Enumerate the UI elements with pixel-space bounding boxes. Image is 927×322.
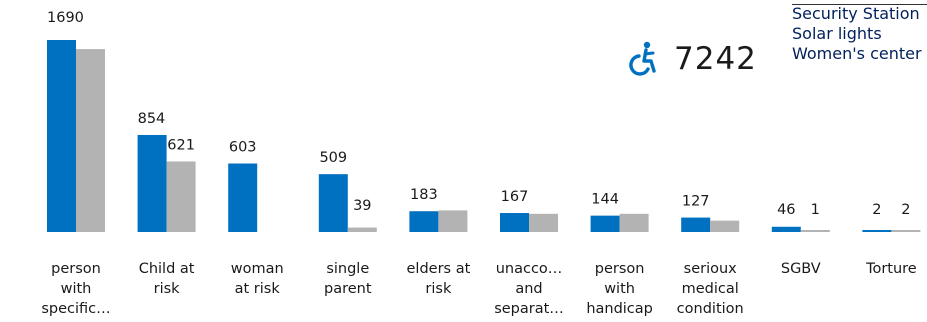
data-label-series-2-8: 1	[811, 202, 820, 218]
category-label-9-0: Torture	[865, 261, 917, 277]
data-label-series-1-8: 46	[777, 202, 795, 218]
category-label-2-1: at risk	[235, 281, 281, 297]
bar-series-1-2	[228, 163, 258, 232]
data-label-series-1-0: 1690	[47, 10, 84, 26]
legend-rule	[792, 4, 927, 5]
data-label-series-2-1: 621	[167, 137, 195, 153]
bar-series-2-3	[347, 227, 377, 232]
category-label-0-2: specific…	[41, 301, 110, 317]
category-label-4-1: risk	[425, 281, 452, 297]
bar-series-1-8	[771, 226, 801, 232]
bar-series-2-9	[891, 230, 921, 232]
category-label-2-0: woman	[231, 261, 284, 277]
bar-series-2-4	[438, 210, 468, 232]
category-label-6-0: person	[595, 261, 645, 277]
category-label-6-1: with	[604, 281, 635, 297]
data-label-series-1-4: 183	[410, 187, 438, 203]
category-label-5-2: separat…	[494, 301, 564, 317]
legend-list: Security Station Solar lights Women's ce…	[792, 4, 927, 64]
bar-series-1-7	[681, 217, 711, 232]
category-label-1-0: Child at	[139, 261, 195, 277]
category-label-5-0: unacco…	[496, 261, 563, 277]
category-label-3-1: parent	[324, 281, 372, 297]
data-label-series-1-5: 167	[501, 189, 529, 205]
category-label-8-0: SGBV	[781, 261, 821, 277]
bar-series-2-0	[76, 49, 105, 232]
data-label-series-1-1: 854	[138, 111, 166, 127]
category-label-3-0: single	[326, 261, 369, 277]
category-label-5-1: and	[515, 281, 542, 297]
bar-series-1-6	[590, 215, 620, 232]
wheelchair-icon	[629, 41, 656, 76]
kpi-value: 7242	[674, 41, 757, 77]
category-label-7-1: medical	[682, 281, 739, 297]
bar-series-2-1	[166, 161, 196, 232]
bar-series-1-9	[862, 230, 892, 232]
data-label-series-1-3: 509	[319, 150, 347, 166]
data-label-series-1-2: 603	[229, 139, 257, 155]
category-label-1-1: risk	[154, 281, 181, 297]
bar-series-2-7	[710, 220, 740, 232]
category-label-0-1: with	[61, 281, 92, 297]
bar-series-1-5	[500, 213, 529, 232]
data-label-series-2-9: 2	[901, 202, 910, 218]
kpi-block: 7242	[620, 34, 757, 84]
category-label-7-2: condition	[677, 301, 744, 317]
bar-series-1-0	[47, 40, 76, 232]
legend-item-womens-center: Women's center	[792, 44, 922, 63]
data-label-series-1-9: 2	[872, 202, 881, 218]
bar-series-2-8	[800, 230, 830, 232]
bar-series-2-6	[619, 213, 649, 232]
bar-series-1-4	[409, 211, 439, 232]
category-label-0-0: person	[51, 261, 101, 277]
bar-series-1-3	[318, 174, 348, 232]
bar-series-2-5	[529, 213, 558, 232]
category-label-4-0: elders at	[407, 261, 471, 277]
legend-item-security-station: Security Station	[792, 4, 920, 23]
data-label-series-1-7: 127	[682, 194, 710, 210]
data-label-series-1-6: 144	[591, 192, 619, 208]
data-label-series-2-3: 39	[353, 198, 371, 214]
category-label-7-0: serioux	[684, 261, 738, 277]
category-label-6-2: handicap	[586, 301, 653, 317]
legend-item-solar-lights: Solar lights	[792, 24, 882, 43]
bar-series-1-1	[137, 134, 167, 232]
